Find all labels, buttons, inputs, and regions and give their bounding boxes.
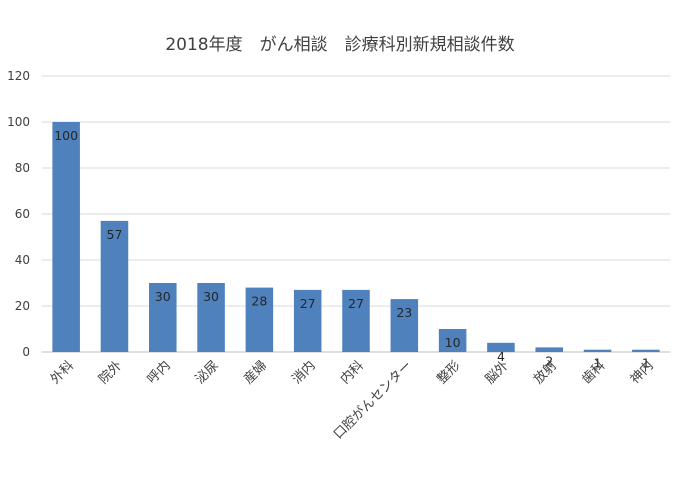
- data-label: 100: [54, 128, 78, 143]
- data-label: 23: [396, 305, 412, 320]
- category-label: 院外: [96, 358, 125, 387]
- bar: [52, 122, 80, 352]
- category-label: 放射: [530, 358, 560, 388]
- bar: [487, 342, 515, 352]
- bar: [149, 283, 177, 352]
- y-tick-label: 20: [15, 299, 30, 313]
- bar: [632, 349, 660, 352]
- data-label: 30: [203, 289, 219, 304]
- data-label: 2: [545, 353, 553, 368]
- y-tick-label: 100: [7, 115, 30, 129]
- data-label: 4: [497, 349, 505, 364]
- y-axis-ticks: 0 20 40 60 80 100 120: [7, 69, 30, 359]
- bar: [245, 287, 274, 352]
- bar: [342, 289, 370, 352]
- y-tick-label: 40: [15, 253, 30, 267]
- bar: [197, 283, 225, 352]
- category-label: 外科: [48, 358, 77, 387]
- y-tick-label: 0: [22, 345, 30, 359]
- chart-title: 2018年度 がん相談 診療科別新規相談件数: [165, 35, 514, 55]
- data-label: 1: [594, 356, 602, 371]
- data-label: 10: [445, 335, 461, 350]
- data-labels: 100 57 30 30 28 27 27 23 10 4 2 1 1: [54, 128, 650, 371]
- category-label: 歯科: [579, 358, 608, 387]
- category-label: 内科: [337, 358, 367, 388]
- y-tick-label: 80: [15, 161, 30, 175]
- data-label: 27: [348, 296, 364, 311]
- data-label: 27: [300, 296, 316, 311]
- data-label: 28: [251, 294, 267, 309]
- category-label: 消内: [289, 358, 319, 388]
- category-label: 整形: [434, 358, 463, 387]
- category-label: 脳外: [483, 358, 512, 387]
- bar: [535, 347, 563, 352]
- gridlines: [42, 75, 670, 353]
- data-label: 1: [642, 356, 650, 371]
- bar: [100, 220, 129, 352]
- bar: [583, 349, 612, 352]
- category-label: 産婦: [241, 358, 271, 388]
- bar: [293, 289, 322, 352]
- category-label: 呼内: [144, 358, 174, 388]
- y-tick-label: 120: [7, 69, 30, 83]
- category-label: 泌尿: [193, 358, 222, 387]
- bar: [390, 299, 419, 352]
- bars: [52, 122, 660, 352]
- data-label: 30: [155, 289, 171, 304]
- data-label: 57: [107, 227, 123, 242]
- bar: [438, 329, 467, 352]
- y-tick-label: 60: [15, 207, 30, 221]
- category-label: 神内: [627, 358, 657, 388]
